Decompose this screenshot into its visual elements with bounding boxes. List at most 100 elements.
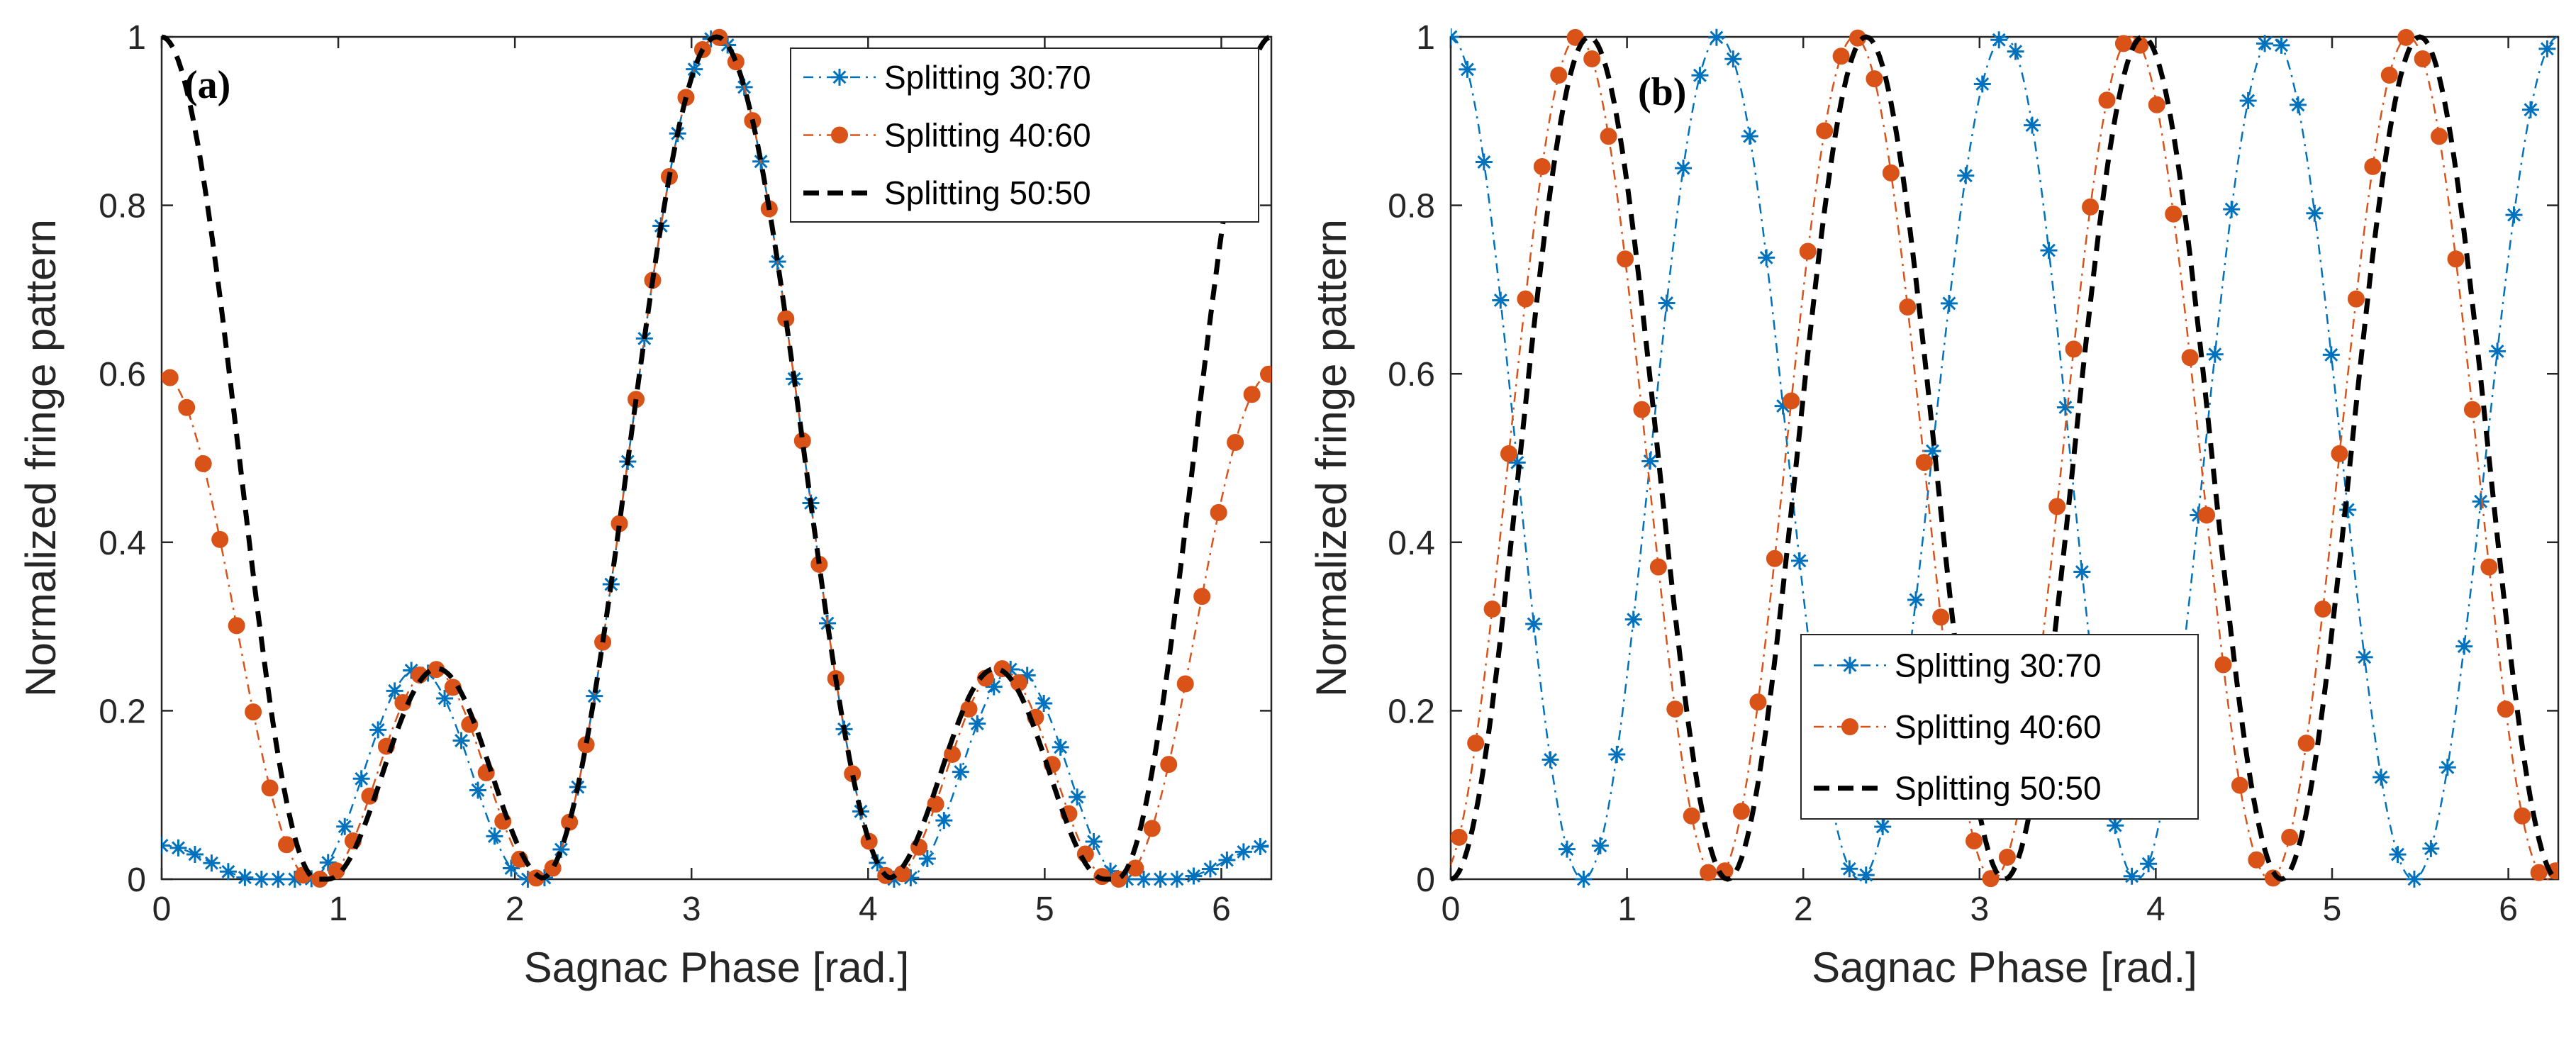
series-marker-1 (1176, 675, 1194, 693)
series-marker-0 (2073, 563, 2091, 581)
series-marker-0 (2256, 35, 2274, 52)
legend-label-0: Splitting 30:70 (884, 59, 1091, 96)
series-marker-0 (219, 863, 237, 881)
series-marker-0 (935, 812, 953, 830)
y-tick-label: 0 (127, 861, 146, 899)
series-marker-0 (2107, 817, 2124, 835)
series-marker-1 (2364, 157, 2382, 175)
series-marker-1 (1550, 66, 1568, 84)
series-marker-0 (2405, 870, 2423, 888)
series-marker-1 (261, 779, 279, 797)
series-marker-1 (2114, 35, 2132, 52)
x-tick-label: 4 (2146, 891, 2165, 928)
panel-a: 0 1 2 3 4 5 6 0 0.2 0.4 0.6 0.8 1 Sagnac Phase [rad.]… (17, 19, 1273, 991)
legend-label-1: Splitting 40:60 (1895, 708, 2102, 745)
series-marker-0 (352, 770, 370, 788)
series-marker-1 (2380, 66, 2398, 84)
series-marker-0 (1990, 31, 2008, 49)
series-marker-0 (186, 845, 203, 863)
series-marker-0 (586, 687, 603, 705)
series-marker-0 (1035, 695, 1053, 713)
series-marker-1 (2082, 198, 2100, 216)
series-marker-1 (2148, 96, 2165, 113)
series-marker-1 (1583, 50, 1601, 67)
series-marker-0 (1907, 591, 1925, 609)
y-tick-label: 0.8 (99, 188, 146, 225)
series-marker-0 (1541, 751, 1559, 769)
series-marker-1 (1517, 290, 1534, 308)
panel-b: 0 1 2 3 4 5 6 0 0.2 0.4 0.6 0.8 1 Sagnac Phase [rad.]… (1307, 19, 2560, 991)
series-marker-1 (228, 617, 245, 635)
series-marker-1 (1832, 48, 1850, 65)
legend-label-0: Splitting 30:70 (1895, 647, 2102, 684)
y-tick-label: 0.2 (1388, 693, 1435, 730)
series-marker-0 (2455, 637, 2473, 655)
series-marker-1 (211, 530, 229, 548)
panel-label: (b) (1638, 70, 1686, 114)
x-tick-label: 1 (1617, 891, 1637, 928)
series-marker-1 (2214, 656, 2232, 674)
series-marker-0 (1451, 28, 1459, 45)
series-marker-0 (2521, 101, 2539, 118)
legend-label-2: Splitting 50:50 (1895, 770, 2102, 807)
y-tick-label: 0 (1416, 861, 1435, 899)
series-marker-0 (403, 662, 420, 679)
y-axis-label: Normalized fringe pattern (1307, 219, 1355, 697)
series-marker-1 (2447, 250, 2465, 268)
legend-marker-0 (1841, 657, 1858, 674)
x-tick-label: 5 (2323, 891, 2342, 928)
y-tick-label: 0.4 (1388, 525, 1435, 562)
legend-label-2: Splitting 50:50 (884, 174, 1091, 211)
x-tick-label: 3 (1970, 891, 1989, 928)
series-marker-0 (2306, 204, 2324, 222)
legend: Splitting 30:70 Splitting 40:60 Splitting … (1800, 634, 2199, 820)
series-marker-0 (2489, 342, 2507, 360)
series-marker-0 (2505, 206, 2523, 224)
series-marker-0 (1459, 60, 1476, 78)
series-marker-0 (2123, 867, 2141, 885)
series-marker-0 (1234, 843, 1252, 861)
plot-area (162, 28, 1271, 888)
series-marker-1 (893, 865, 911, 883)
series-marker-1 (1783, 392, 1800, 410)
series-marker-1 (1882, 164, 1900, 182)
series-marker-0 (885, 871, 903, 888)
series-marker-1 (1600, 128, 1617, 145)
y-tick-label: 1 (127, 19, 146, 57)
series-marker-0 (1052, 738, 1069, 756)
series-marker-1 (1467, 735, 1485, 752)
series-marker-1 (2231, 776, 2248, 794)
series-marker-0 (1791, 552, 1809, 569)
series-marker-1 (2431, 128, 2448, 145)
series-marker-0 (1168, 870, 1186, 888)
series-marker-1 (1617, 250, 1634, 268)
x-tick-label: 2 (506, 891, 525, 928)
series-marker-1 (1766, 549, 1783, 567)
series-marker-1 (1533, 157, 1551, 175)
series-marker-0 (918, 850, 936, 868)
y-tick-label: 0.6 (99, 356, 146, 394)
series-marker-0 (1102, 862, 1120, 880)
series-marker-0 (1874, 818, 1892, 835)
x-tick-label: 2 (1794, 891, 1813, 928)
series-marker-0 (203, 854, 221, 872)
series-marker-1 (944, 745, 961, 763)
series-marker-0 (1559, 840, 1576, 858)
series-marker-0 (1758, 249, 1775, 267)
series-marker-1 (278, 836, 296, 854)
series-marker-0 (1018, 666, 1036, 684)
series-marker-0 (2239, 91, 2257, 109)
series-marker-0 (552, 841, 570, 859)
series-marker-1 (1193, 588, 1211, 606)
series-marker-0 (2140, 855, 2158, 873)
series-marker-0 (2438, 759, 2456, 776)
series-marker-0 (985, 678, 1003, 696)
series-marker-1 (1816, 122, 1834, 140)
y-tick-label: 0.4 (99, 525, 146, 562)
series-marker-1 (1700, 864, 1717, 881)
x-tick-label: 3 (682, 891, 701, 928)
series-marker-0 (2389, 846, 2407, 864)
series-marker-0 (1085, 833, 1103, 851)
series-marker-0 (369, 721, 387, 739)
